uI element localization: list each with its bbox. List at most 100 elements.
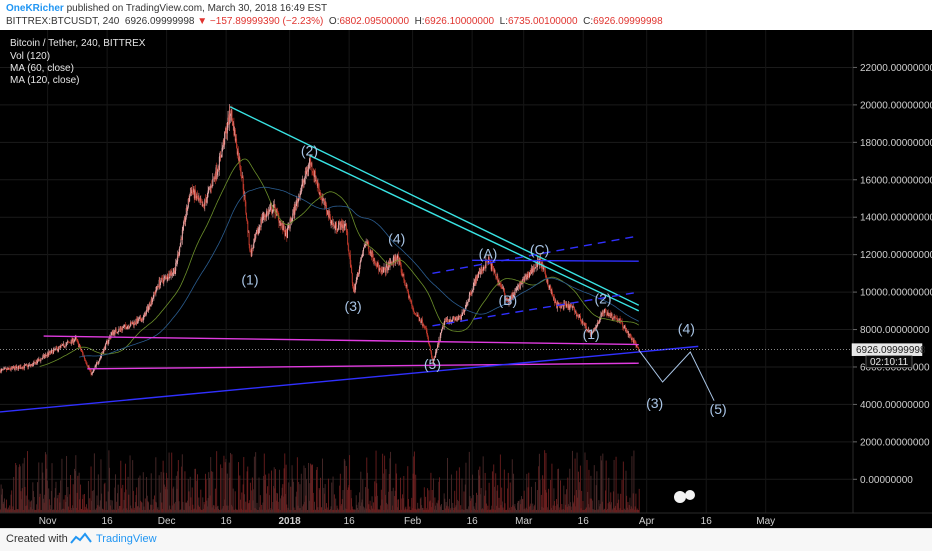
candle-body [533, 267, 535, 272]
candle-body [606, 314, 608, 316]
tradingview-logo-icon[interactable] [70, 532, 92, 546]
volume-bar [211, 507, 213, 513]
volume-bar [134, 502, 136, 513]
candle-body [434, 356, 436, 358]
candle-body [371, 252, 373, 258]
candle-body [25, 364, 27, 366]
candle-body [34, 361, 36, 363]
candle-body [281, 223, 283, 225]
candle-body [144, 313, 146, 316]
volume-bar [575, 490, 577, 513]
volume-bar [335, 509, 337, 513]
candle-body [615, 317, 617, 319]
price-tick-label: 10000.00000000 [860, 288, 932, 299]
candle-body [282, 223, 284, 231]
candle-body [271, 207, 273, 214]
volume-bar [275, 492, 277, 513]
volume-bar [123, 499, 125, 513]
volume-bar [257, 509, 259, 513]
volume-bar [558, 468, 559, 513]
volume-bar [636, 509, 638, 513]
price-chart[interactable]: (1)(2)(3)(4)(5)(A)(B)(C)(1)(2)(3)(4)(5) … [0, 30, 932, 528]
volume-bar [90, 466, 92, 513]
price-axis[interactable]: 22000.0000000020000.0000000018000.000000… [853, 63, 932, 486]
volume-bar [389, 458, 391, 513]
volume-bar [185, 502, 187, 513]
volume-bar [513, 506, 515, 513]
candle-body [497, 280, 499, 283]
volume-bar [143, 506, 145, 513]
volume-bar [480, 494, 481, 513]
candle-body [204, 199, 206, 206]
candle-body [102, 352, 104, 354]
volume-bar [116, 501, 118, 513]
candle-body [156, 286, 158, 287]
tradingview-link[interactable]: TradingView [96, 533, 157, 545]
volume-bar [341, 504, 343, 513]
candle-body [7, 368, 9, 370]
volume-bar [613, 459, 615, 513]
volume-bar [151, 504, 153, 513]
volume-bar [626, 495, 628, 513]
volume-bar [363, 509, 365, 513]
candle-body [347, 232, 349, 245]
candle-body [242, 176, 244, 190]
candle-body [488, 257, 490, 261]
volume-bar [102, 509, 104, 513]
volume-bar [131, 509, 133, 513]
volume-bar [221, 467, 223, 513]
chart-badge[interactable] [674, 490, 695, 503]
volume-bar [472, 474, 474, 513]
volume-bar [232, 506, 233, 513]
volume-bar [184, 471, 186, 513]
created-with-label: Created with [6, 533, 68, 545]
candle-body [341, 221, 343, 224]
volume-bar [132, 490, 134, 513]
volume-bar [284, 493, 286, 513]
volume-bar [0, 509, 1, 513]
volume-bar [70, 508, 72, 513]
candle-body [612, 318, 614, 320]
candle-body [183, 218, 185, 222]
price-tick-label: 0.00000000 [860, 475, 913, 486]
volume-bar [445, 508, 446, 513]
candle-body [455, 317, 457, 320]
volume-bar [346, 509, 348, 513]
candle-body [550, 286, 552, 291]
volume-bar [263, 475, 265, 513]
emoji-icon[interactable] [674, 491, 686, 503]
volume-bar [214, 509, 216, 513]
volume-bar [448, 498, 450, 513]
volume-bar [32, 482, 34, 513]
candle-body [320, 192, 322, 197]
candle-body [130, 322, 132, 323]
volume-bar [145, 509, 147, 513]
candle-body [45, 354, 47, 356]
candle-body [113, 332, 115, 335]
candle-body [538, 259, 540, 265]
candle-body [529, 271, 531, 273]
volume-bar [224, 499, 226, 513]
candle-body [110, 334, 112, 338]
candle-body [231, 110, 233, 119]
candle-body [350, 264, 352, 268]
author-link[interactable]: OneKRicher [6, 3, 64, 14]
chart-area[interactable]: (1) (2) (3) (4) (5) (A) (B) (C) (1) (2) (3) (4) (5) … [0, 30, 932, 528]
candle-body [193, 188, 195, 193]
time-axis[interactable]: Nov 16 Dec 16 2018 16 Feb 16 Mar 16 Apr 16 May [39, 516, 775, 527]
candle-body [414, 313, 416, 315]
volume-bar [554, 501, 556, 513]
volume-bar [198, 497, 200, 513]
volume-bar [625, 470, 627, 513]
volume-bar [254, 508, 256, 513]
candle-body [183, 221, 185, 227]
candle-body [523, 278, 525, 281]
volume-bar [634, 506, 636, 513]
comment-icon[interactable] [685, 490, 695, 500]
volume-bar [95, 509, 97, 513]
candle-body [597, 322, 599, 324]
candle-body [153, 291, 155, 298]
candle-body [421, 319, 423, 322]
candle-body [593, 330, 595, 332]
volume-bar [278, 509, 280, 513]
